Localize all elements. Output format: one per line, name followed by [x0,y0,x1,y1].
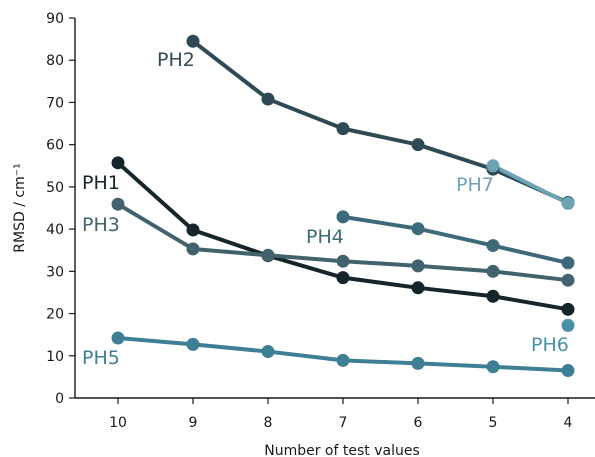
y-tick-label: 20 [46,307,64,323]
data-point-ph1 [561,302,575,316]
x-tick-label: 7 [339,415,348,431]
series-label-ph7: PH7 [456,174,494,196]
data-point-ph5 [561,364,575,378]
y-tick-label: 40 [46,222,64,238]
x-ticks: 10 9 8 7 6 5 4 [109,398,573,431]
data-point-ph3 [561,273,575,287]
data-point-ph1 [486,289,500,303]
data-point-ph4 [336,210,350,224]
series-points [111,34,575,378]
data-point-ph4 [561,256,575,270]
series-line-ph7 [491,163,570,206]
data-point-ph3 [411,259,425,273]
data-point-ph5 [111,331,125,345]
data-point-ph3 [486,264,500,278]
data-point-ph6 [561,318,575,332]
y-axis-title: RMSD / cm⁻¹ [12,163,28,252]
y-tick-label: 50 [46,180,64,196]
data-point-ph5 [336,353,350,367]
x-tick-label: 6 [414,415,423,431]
x-tick-label: 4 [564,415,573,431]
data-point-ph2 [261,92,275,106]
series-label-ph5: PH5 [82,347,120,369]
data-point-ph5 [486,360,500,374]
y-tick-label: 10 [46,349,64,365]
x-tick-label: 10 [109,415,127,431]
y-tick-label: 90 [46,11,64,27]
x-tick-label: 5 [489,415,498,431]
y-ticks: 0 10 20 30 40 50 60 70 80 90 [46,11,75,407]
y-tick-label: 30 [46,264,64,280]
data-point-ph3 [336,254,350,268]
data-point-ph5 [186,337,200,351]
y-tick-label: 70 [46,95,64,111]
data-point-ph7 [486,159,500,173]
series-label-ph3: PH3 [82,214,120,236]
series-lines [116,39,570,373]
y-tick-label: 60 [46,138,64,154]
data-point-ph2 [411,138,425,152]
series-labels: PH2 PH7 PH1 PH3 PH4 PH5 PH6 [82,49,569,369]
axes [74,18,595,399]
series-line-ph2 [191,39,570,205]
data-point-ph3 [261,248,275,262]
x-tick-label: 9 [189,415,198,431]
data-point-ph4 [486,239,500,253]
data-point-ph5 [411,356,425,370]
series-label-ph4: PH4 [306,226,344,248]
y-tick-label: 0 [55,391,64,407]
x-axis-title: Number of test values [264,443,420,457]
y-tick-label: 80 [46,53,64,69]
series-label-ph1: PH1 [82,172,120,194]
data-point-ph2 [336,122,350,136]
data-point-ph4 [411,222,425,236]
data-point-ph2 [186,34,200,48]
x-tick-label: 8 [264,415,273,431]
data-point-ph7 [561,196,575,210]
series-line-ph4 [341,214,570,265]
data-point-ph1 [411,281,425,295]
series-label-ph2: PH2 [157,49,195,71]
data-point-ph3 [111,197,125,211]
data-point-ph1 [111,156,125,170]
data-point-ph1 [336,271,350,285]
data-point-ph3 [186,242,200,256]
series-label-ph6: PH6 [531,334,569,356]
data-point-ph5 [261,345,275,359]
data-point-ph1 [186,223,200,237]
